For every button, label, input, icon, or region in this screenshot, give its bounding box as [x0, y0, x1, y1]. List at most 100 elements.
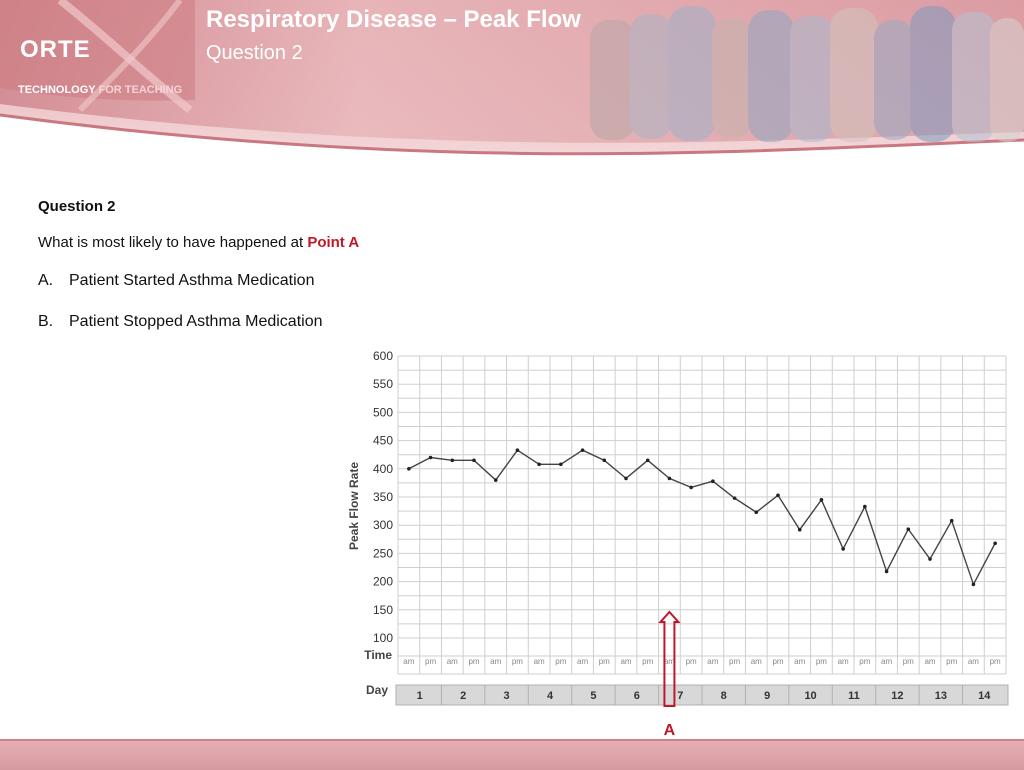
- y-tick-label: 600: [373, 349, 393, 363]
- time-tick-label: am: [707, 657, 718, 666]
- y-tick-label: 100: [373, 631, 393, 645]
- data-point: [732, 496, 737, 500]
- data-point: [711, 479, 715, 484]
- y-tick-label: 150: [373, 603, 393, 617]
- answer-option-text: Patient Stopped Asthma Medication: [69, 313, 323, 330]
- day-tick-label: 6: [634, 690, 640, 702]
- time-tick-label: pm: [686, 657, 697, 666]
- answer-option-text: Patient Started Asthma Medication: [69, 272, 315, 289]
- y-tick-label: 350: [373, 490, 393, 504]
- time-tick-label: am: [794, 657, 805, 666]
- time-tick-label: pm: [425, 657, 436, 666]
- logo-tagline-part-1: TECHNOLOGY: [18, 84, 96, 96]
- time-tick-label: am: [838, 657, 849, 666]
- data-point: [819, 498, 824, 502]
- y-tick-label: 500: [373, 405, 393, 419]
- header-banner-graphic: [0, 0, 1024, 156]
- day-tick-label: 11: [848, 690, 860, 702]
- answer-option-b[interactable]: B. Patient Stopped Asthma Medication: [38, 313, 323, 331]
- slide-footer-bar: [0, 739, 1024, 770]
- data-point: [884, 569, 889, 574]
- data-point: [949, 518, 954, 523]
- question-prompt: What is most likely to have happened at …: [38, 234, 359, 251]
- time-tick-label: am: [664, 657, 675, 666]
- slide-title: Respiratory Disease – Peak Flow: [206, 6, 581, 33]
- day-tick-label: 9: [764, 690, 770, 702]
- time-tick-label: am: [490, 657, 501, 666]
- data-point: [797, 527, 802, 532]
- answer-option-letter: B.: [38, 313, 54, 330]
- time-tick-label: pm: [816, 657, 827, 666]
- data-point: [928, 557, 932, 561]
- question-point-label: Point A: [307, 234, 360, 251]
- time-tick-label: pm: [772, 657, 783, 666]
- time-tick-label: pm: [903, 657, 914, 666]
- point-a-arrow: [658, 610, 681, 707]
- peak-flow-series-line: [408, 449, 996, 587]
- answer-option-letter: A.: [38, 272, 54, 289]
- data-point: [624, 476, 628, 481]
- data-point: [841, 547, 845, 551]
- time-tick-label: am: [924, 657, 935, 666]
- day-tick-label: 5: [590, 690, 596, 702]
- time-tick-label: am: [534, 657, 545, 666]
- peak-flow-chart: 600 550 500 450 400 350 300 250 200 150 100 Peak Fl…: [340, 344, 1020, 739]
- data-point: [515, 448, 520, 452]
- day-row-label: Day: [366, 683, 388, 697]
- answer-option-a[interactable]: A. Patient Started Asthma Medication: [38, 272, 314, 290]
- time-tick-label: pm: [468, 657, 479, 666]
- data-point: [407, 467, 411, 471]
- day-tick-label: 12: [891, 690, 903, 702]
- time-tick-label: am: [881, 657, 892, 666]
- time-tick-label: am: [403, 657, 414, 666]
- day-tick-label: 14: [978, 690, 991, 702]
- day-tick-label: 13: [935, 690, 947, 702]
- question-prompt-text: What is most likely to have happened at: [38, 234, 308, 251]
- slide-subtitle: Question 2: [206, 42, 303, 64]
- point-a-label: A: [664, 722, 676, 739]
- y-tick-label: 300: [373, 518, 393, 532]
- time-row-label: Time: [364, 648, 392, 662]
- time-tick-label: pm: [555, 657, 566, 666]
- day-tick-label: 7: [677, 690, 683, 702]
- data-point: [580, 448, 585, 452]
- data-point: [776, 493, 780, 498]
- day-tick-label: 8: [721, 690, 727, 702]
- data-point: [559, 462, 563, 467]
- data-point: [645, 458, 650, 463]
- day-tick-label: 10: [804, 690, 816, 702]
- time-tick-label: am: [751, 657, 762, 666]
- logo-tagline: TECHNOLOGY FOR TEACHING: [18, 84, 182, 96]
- time-tick-label: pm: [729, 657, 740, 666]
- data-point: [472, 458, 476, 463]
- question-heading: Question 2: [38, 198, 116, 215]
- y-tick-label: 450: [373, 434, 393, 448]
- time-tick-label: pm: [512, 657, 523, 666]
- day-tick-label: 1: [417, 690, 423, 702]
- data-point: [906, 527, 911, 531]
- logo-wordmark: ORTE: [20, 36, 91, 63]
- time-tick-label: am: [577, 657, 588, 666]
- slide-header: ORTE TECHNOLOGY FOR TEACHING Respiratory…: [0, 0, 1024, 165]
- data-point: [428, 455, 433, 460]
- data-point: [863, 504, 867, 509]
- y-tick-label: 550: [373, 377, 393, 391]
- day-tick-label: 3: [504, 690, 510, 702]
- y-tick-label: 250: [373, 546, 393, 560]
- data-point: [602, 458, 607, 463]
- time-tick-label: pm: [642, 657, 653, 666]
- time-tick-label: pm: [990, 657, 1001, 666]
- time-tick-label: am: [968, 657, 979, 666]
- data-point: [667, 476, 672, 481]
- data-point: [689, 485, 693, 490]
- day-tick-label: 2: [460, 690, 466, 702]
- time-tick-label: am: [620, 657, 631, 666]
- data-point: [993, 541, 997, 546]
- y-axis-label: Peak Flow Rate: [347, 462, 361, 550]
- y-tick-label: 200: [373, 575, 393, 589]
- day-tick-label: 4: [547, 690, 554, 702]
- data-point: [537, 462, 541, 467]
- data-point: [754, 510, 759, 515]
- data-point: [450, 458, 455, 463]
- time-tick-label: pm: [859, 657, 870, 666]
